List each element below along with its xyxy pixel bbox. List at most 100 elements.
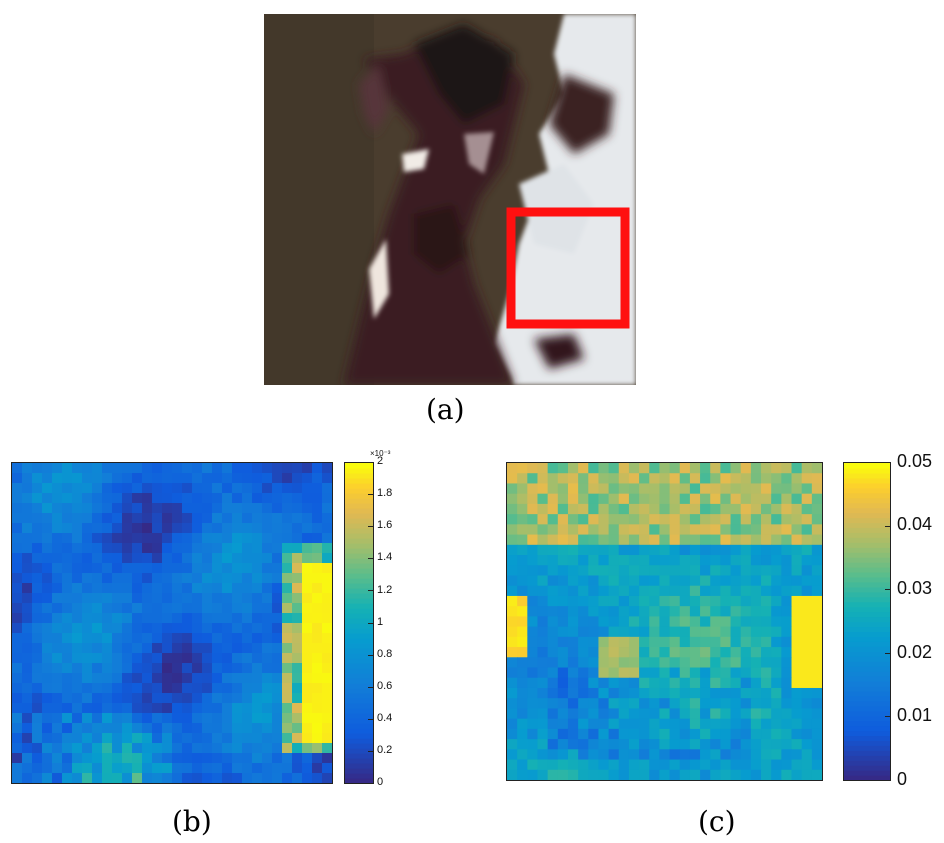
heatmap-b-cell	[222, 693, 233, 704]
heatmap-c-cell	[578, 708, 589, 720]
heatmap-c-cell	[791, 514, 803, 525]
heatmap-b-cell	[222, 463, 233, 474]
heatmap-b-cell	[142, 663, 153, 674]
heatmap-c-cell	[639, 657, 650, 669]
heatmap-c-cell	[547, 585, 559, 597]
heatmap-b-cell	[42, 643, 53, 654]
heatmap-c-cell	[618, 728, 630, 740]
heatmap-b-cell	[122, 463, 133, 474]
heatmap-b-cell	[212, 523, 223, 534]
heatmap-c-cell	[557, 585, 569, 597]
heatmap-c-cell	[608, 595, 620, 607]
heatmap-b-cell	[162, 643, 173, 654]
heatmap-b-cell	[32, 763, 43, 774]
heatmap-b-cell	[252, 483, 263, 494]
heatmap-b-cell	[32, 733, 43, 744]
heatmap-c-cell	[720, 759, 732, 771]
heatmap-b-cell	[112, 563, 123, 574]
heatmap-b-cell	[182, 603, 193, 614]
heatmap-c-cell	[608, 493, 620, 505]
heatmap-b-cell	[252, 493, 263, 504]
heatmap-b-cell	[262, 503, 273, 514]
heatmap-b-cell	[152, 743, 163, 754]
heatmap-c-cell	[781, 585, 793, 597]
heatmap-c-cell	[750, 483, 762, 495]
heatmap-b-cell	[72, 733, 83, 744]
heatmap-c-cell	[507, 647, 518, 658]
heatmap-b-cell	[262, 593, 273, 604]
heatmap-b-cell	[232, 483, 243, 494]
heatmap-c-cell	[689, 687, 701, 699]
heatmap-c-cell	[761, 514, 772, 525]
heatmap-c-cell	[507, 698, 518, 709]
heatmap-b-cell	[22, 523, 33, 534]
colorbar-b-tick-label: 0.6	[377, 679, 393, 692]
heatmap-b-cell	[32, 713, 43, 724]
heatmap-c-cell	[720, 708, 732, 720]
heatmap-c-cell	[649, 514, 660, 525]
heatmap-c-cell	[811, 739, 822, 750]
heatmap-c-cell	[730, 555, 742, 566]
heatmap-c-cell	[730, 636, 742, 648]
heatmap-b-cell	[52, 753, 63, 764]
heatmap-b-cell	[122, 773, 133, 783]
heatmap-b-cell	[252, 563, 263, 574]
heatmap-b-cell	[12, 513, 23, 524]
heatmap-b-cell	[182, 673, 193, 684]
heatmap-c-cell	[771, 647, 782, 658]
heatmap-b-cell	[62, 603, 73, 614]
heatmap-c-cell	[649, 647, 660, 658]
heatmap-c-cell	[557, 595, 569, 607]
heatmap-c-cell	[527, 565, 538, 576]
heatmap-c-cell	[639, 626, 650, 638]
heatmap-b-cell	[252, 573, 263, 584]
heatmap-c-cell	[578, 473, 589, 484]
heatmap-c-cell	[537, 769, 549, 780]
heatmap-b-cell	[242, 643, 253, 654]
heatmap-c-cell	[608, 534, 620, 546]
heatmap-c-cell	[679, 606, 691, 617]
heatmap-c-cell	[628, 463, 640, 474]
heatmap-c-cell	[730, 595, 742, 607]
heatmap-b-cell	[222, 733, 233, 744]
heatmap-b-cell	[102, 593, 113, 604]
heatmap-b-cell	[182, 513, 193, 524]
heatmap-b-cell	[132, 513, 143, 524]
heatmap-b-cell	[322, 683, 332, 694]
heatmap-c-cell	[730, 657, 742, 669]
heatmap-b-cell	[202, 563, 213, 574]
heatmap-c-cell	[567, 667, 579, 679]
heatmap-b-cell	[242, 613, 253, 624]
heatmap-c-cell	[689, 708, 701, 720]
heatmap-c-cell	[598, 677, 610, 689]
heatmap-c-cell	[689, 503, 701, 515]
heatmap-b-cell	[112, 703, 123, 714]
heatmap-c-cell	[659, 677, 671, 689]
heatmap-b-cell	[282, 713, 293, 724]
heatmap-c-cell	[710, 606, 721, 617]
heatmap-c-cell	[598, 565, 610, 576]
satellite-image-panel	[264, 14, 636, 385]
heatmap-c-cell	[659, 636, 671, 648]
heatmap-c-cell	[791, 463, 803, 474]
heatmap-c-cell	[507, 739, 518, 750]
heatmap-b-cell	[142, 613, 153, 624]
heatmap-b-cell	[252, 653, 263, 664]
heatmap-b-cell	[222, 473, 233, 484]
heatmap-b-cell	[292, 523, 303, 534]
heatmap-b-cell	[322, 693, 332, 704]
heatmap-c-cell	[649, 718, 660, 730]
heatmap-c-cell	[527, 544, 538, 556]
heatmap-c-cell	[618, 524, 630, 536]
heatmap-b-cell	[292, 583, 303, 594]
heatmap-b-cell	[72, 543, 83, 554]
heatmap-c-cell	[547, 544, 559, 556]
heatmap-b-cell	[182, 683, 193, 694]
heatmap-c-cell	[517, 585, 528, 597]
colorbar-b-tick-mark	[368, 783, 373, 784]
heatmap-b-cell	[72, 643, 83, 654]
heatmap-b-cell	[262, 613, 273, 624]
heatmap-b-cell	[322, 473, 332, 484]
heatmap-c-cell	[689, 626, 701, 638]
heatmap-b-cell	[302, 573, 313, 584]
